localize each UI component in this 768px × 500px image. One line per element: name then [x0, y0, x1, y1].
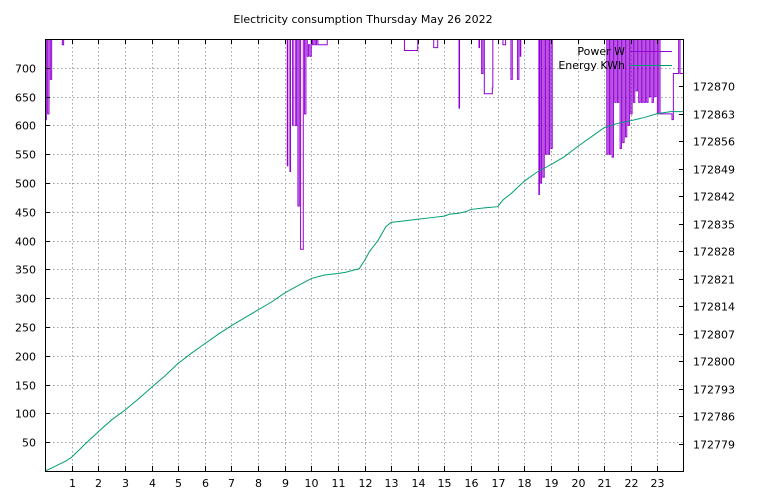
x-tick-label: 13	[385, 477, 399, 490]
x-tick-label: 21	[598, 477, 612, 490]
axes: 1 2 3 4 5 6 7 8 9 10 11 12 13 14 15 16 17 18 19 20 21 22 23501…	[15, 39, 735, 490]
legend-label: Energy KWh	[558, 59, 625, 72]
y2-tick-label: 172800	[693, 356, 735, 369]
y2-tick-label: 172842	[693, 191, 735, 204]
y-tick-label: 150	[15, 380, 36, 393]
y-tick-label: 400	[15, 236, 36, 249]
x-tick-label: 14	[412, 477, 426, 490]
y2-tick-label: 172849	[693, 164, 735, 177]
x-tick-label: 12	[359, 477, 373, 490]
x-tick-label: 23	[651, 477, 665, 490]
y-tick-label: 250	[15, 322, 36, 335]
y2-tick-label: 172821	[693, 274, 735, 287]
y-tick-label: 300	[15, 293, 36, 306]
x-tick-label: 15	[438, 477, 452, 490]
x-tick-label: 8	[255, 477, 262, 490]
y-tick-label: 50	[22, 437, 36, 450]
grid	[45, 39, 684, 471]
x-tick-label: 2	[95, 477, 102, 490]
power-series-line	[45, 39, 684, 250]
y2-tick-label: 172863	[693, 109, 735, 122]
y2-tick-label: 172870	[693, 81, 735, 94]
y-tick-label: 650	[15, 92, 36, 105]
x-tick-label: 17	[492, 477, 506, 490]
x-tick-label: 1	[69, 477, 76, 490]
x-tick-label: 4	[149, 477, 156, 490]
energy-series-line	[45, 111, 684, 471]
y2-tick-label: 172779	[693, 439, 735, 452]
x-tick-label: 18	[518, 477, 532, 490]
x-tick-label: 3	[122, 477, 129, 490]
y-tick-label: 550	[15, 149, 36, 162]
x-tick-label: 5	[175, 477, 182, 490]
y-tick-label: 450	[15, 207, 36, 220]
legend-label: Power W	[577, 45, 625, 58]
plot-frame	[45, 39, 684, 472]
y-tick-label: 700	[15, 63, 36, 76]
y2-tick-label: 172807	[693, 329, 735, 342]
y-tick-label: 600	[15, 120, 36, 133]
x-tick-label: 16	[465, 477, 479, 490]
y2-tick-label: 172828	[693, 246, 735, 259]
y2-tick-label: 172814	[693, 301, 735, 314]
x-tick-label: 22	[625, 477, 639, 490]
x-tick-label: 11	[332, 477, 346, 490]
y2-tick-label: 172835	[693, 219, 735, 232]
x-tick-label: 9	[282, 477, 289, 490]
x-tick-label: 6	[202, 477, 209, 490]
chart-title: Electricity consumption Thursday May 26 …	[233, 13, 492, 26]
y-tick-label: 100	[15, 408, 36, 421]
x-tick-label: 20	[572, 477, 586, 490]
y-tick-label: 200	[15, 351, 36, 364]
x-tick-label: 19	[545, 477, 559, 490]
x-tick-label: 10	[305, 477, 319, 490]
y2-tick-label: 172793	[693, 384, 735, 397]
x-tick-label: 7	[228, 477, 235, 490]
y-tick-label: 350	[15, 264, 36, 277]
y-tick-label: 500	[15, 178, 36, 191]
plot-area	[45, 39, 684, 471]
y2-tick-label: 172856	[693, 136, 735, 149]
y2-tick-label: 172786	[693, 411, 735, 424]
